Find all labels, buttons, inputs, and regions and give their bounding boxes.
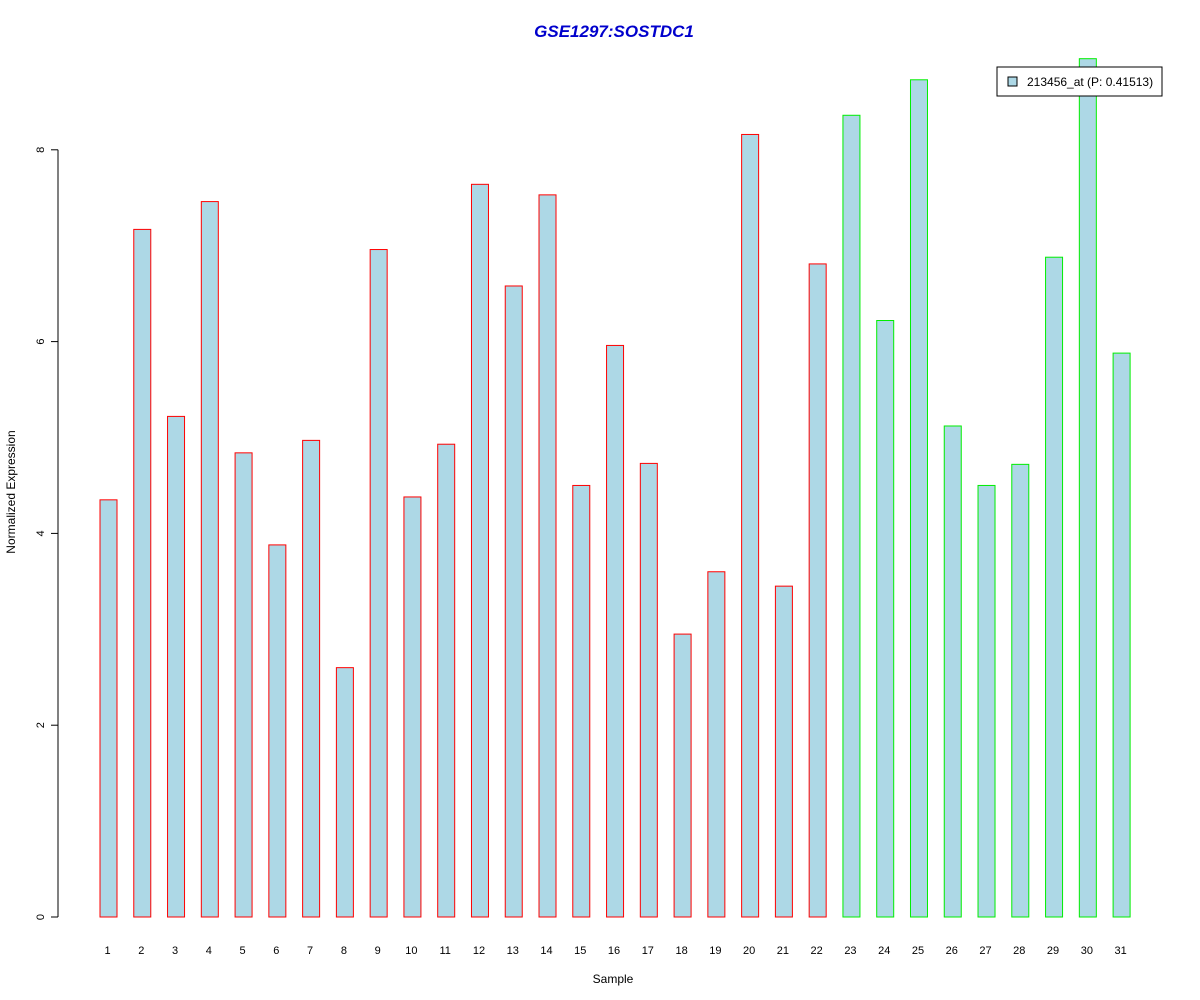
bar-sample-17 bbox=[639, 462, 658, 918]
chart-title: GSE1297:SOSTDC1 bbox=[534, 22, 694, 41]
y-tick-label: 6 bbox=[35, 339, 47, 345]
x-tick-label: 7 bbox=[307, 945, 313, 957]
x-tick-label: 5 bbox=[240, 945, 246, 957]
bar-sample-2 bbox=[133, 228, 152, 918]
y-tick-label: 4 bbox=[35, 530, 47, 536]
x-tick-label: 16 bbox=[608, 945, 620, 957]
bar-sample-20 bbox=[741, 133, 760, 918]
x-tick-label: 3 bbox=[172, 945, 178, 957]
x-tick-label: 9 bbox=[375, 945, 381, 957]
x-axis-label: Sample bbox=[593, 972, 634, 986]
bar-sample-25 bbox=[909, 79, 928, 918]
x-tick-label: 25 bbox=[912, 945, 924, 957]
bar-sample-19 bbox=[707, 571, 726, 918]
bar-sample-4 bbox=[200, 201, 219, 918]
x-tick-label: 11 bbox=[439, 945, 450, 957]
x-tick-label: 12 bbox=[473, 945, 485, 957]
bar-sample-31 bbox=[1112, 352, 1131, 918]
x-tick-label: 21 bbox=[777, 945, 789, 957]
bar-sample-30 bbox=[1078, 58, 1097, 918]
x-tick-label: 24 bbox=[878, 945, 890, 957]
bar-sample-5 bbox=[234, 452, 253, 918]
x-tick-label: 18 bbox=[675, 945, 687, 957]
bar-sample-27 bbox=[977, 484, 996, 918]
bar-sample-26 bbox=[943, 425, 962, 918]
bars bbox=[99, 58, 1131, 918]
bar-sample-13 bbox=[504, 285, 523, 918]
x-tick-label: 2 bbox=[138, 945, 144, 957]
bar-sample-16 bbox=[606, 344, 625, 918]
x-tick-label: 17 bbox=[642, 945, 654, 957]
bar-sample-23 bbox=[842, 114, 861, 918]
x-tick-label: 26 bbox=[946, 945, 958, 957]
x-tick-label: 22 bbox=[811, 945, 823, 957]
x-tick-label: 10 bbox=[405, 945, 417, 957]
bar-sample-24 bbox=[876, 320, 895, 918]
x-tick-label: 14 bbox=[540, 945, 552, 957]
bar-sample-1 bbox=[99, 499, 118, 918]
bar-sample-29 bbox=[1045, 256, 1064, 918]
bar-sample-11 bbox=[437, 443, 456, 918]
legend: 213456_at (P: 0.41513) bbox=[996, 66, 1163, 97]
y-axis-label: Normalized Expression bbox=[4, 430, 18, 553]
x-tick-label: 1 bbox=[104, 945, 110, 957]
y-tick-label: 8 bbox=[35, 147, 47, 153]
x-tick-label: 31 bbox=[1114, 945, 1126, 957]
bar-sample-7 bbox=[302, 439, 321, 918]
bar-sample-10 bbox=[403, 496, 422, 918]
x-tick-label: 23 bbox=[844, 945, 856, 957]
legend-swatch bbox=[1007, 76, 1018, 87]
y-axis: 0 2 4 6 8 bbox=[35, 147, 59, 920]
bar-sample-12 bbox=[470, 183, 489, 918]
bar-sample-8 bbox=[335, 667, 354, 918]
bar-sample-3 bbox=[167, 415, 186, 918]
bar-sample-6 bbox=[268, 544, 287, 918]
x-tick-label: 28 bbox=[1013, 945, 1025, 957]
bar-sample-14 bbox=[538, 194, 557, 918]
x-tick-label: 8 bbox=[341, 945, 347, 957]
x-tick-label: 30 bbox=[1081, 945, 1093, 957]
legend-box bbox=[996, 66, 1163, 97]
bar-sample-15 bbox=[572, 484, 591, 918]
x-tick-label: 6 bbox=[273, 945, 279, 957]
bar-sample-18 bbox=[673, 633, 692, 918]
bar-sample-9 bbox=[369, 249, 388, 918]
x-tick-label: 29 bbox=[1047, 945, 1059, 957]
bar-sample-22 bbox=[808, 263, 827, 918]
x-tick-label: 27 bbox=[979, 945, 991, 957]
x-tick-label: 15 bbox=[574, 945, 586, 957]
x-tick-label: 13 bbox=[507, 945, 519, 957]
x-tick-label: 19 bbox=[709, 945, 721, 957]
legend-label: 213456_at (P: 0.41513) bbox=[1027, 75, 1153, 89]
x-tick-labels: 1 2 3 4 5 6 7 8 9 10 11 12 13 14 15 16 17 18 19 20 21 22 23 24 2… bbox=[104, 945, 1126, 957]
y-tick-label: 0 bbox=[35, 914, 47, 920]
x-tick-label: 20 bbox=[743, 945, 755, 957]
bar-sample-28 bbox=[1011, 463, 1030, 918]
x-tick-label: 4 bbox=[206, 945, 212, 957]
bar-sample-21 bbox=[774, 585, 793, 918]
y-tick-label: 2 bbox=[35, 722, 47, 728]
